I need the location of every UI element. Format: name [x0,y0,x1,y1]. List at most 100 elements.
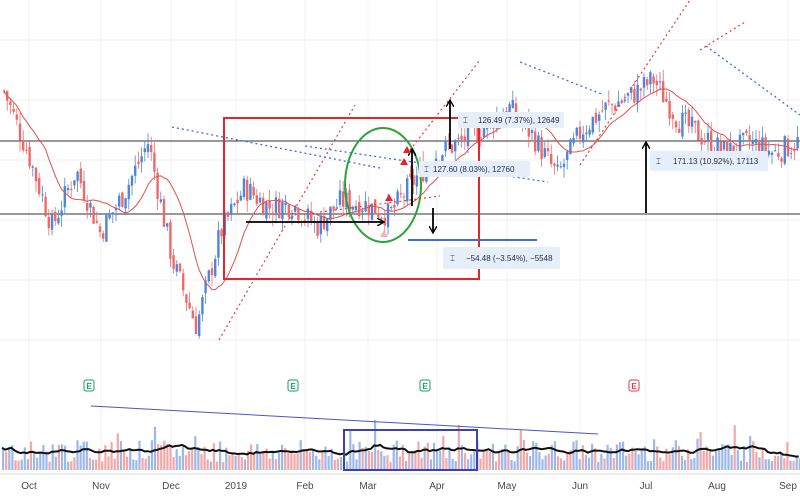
volume-bar [600,453,603,470]
candle-body [678,128,681,133]
volume-bar [584,455,587,470]
trendline-dotted-5[interactable] [319,195,441,213]
breakout-circle[interactable] [344,127,422,243]
trendline-blue-3[interactable] [519,61,605,96]
candle-body [111,212,114,215]
volume-bar [308,452,312,470]
candle-body [546,148,550,152]
candle-body [34,167,38,182]
candle-body [594,112,598,123]
candle-body [441,155,444,164]
volume-bar [48,461,51,470]
candle-body [566,151,569,161]
volume-bar [129,447,132,470]
volume-bar [219,441,222,470]
volume-bar [206,459,209,470]
candle-body [454,141,457,152]
volume-bar [715,451,718,470]
trendline-dotted-4[interactable] [699,21,746,51]
measure-icon: ⌶ [450,254,455,263]
volume-bar [547,453,550,470]
x-axis-ticks: Oct Nov Dec 2019 Feb Mar Apr May Jun Jul Aug Sep [21,481,797,492]
trendline-blue-2[interactable] [304,145,549,183]
candle-body [178,263,182,272]
volume-bar [240,457,243,470]
volume-bar [448,447,451,470]
earnings-marker[interactable] [419,379,431,392]
volume-bar [625,455,628,470]
candle-body [466,124,470,147]
volume-histogram [2,420,800,470]
volume-bar [209,461,212,470]
volume-bar [553,441,556,470]
candle-body [265,202,268,219]
volume-bar [330,448,333,470]
trendline-dotted-3[interactable] [579,0,691,166]
volume-bar [107,456,110,470]
volume-bar [88,457,91,470]
candle-body [511,100,514,108]
candle-body [591,116,594,133]
volume-bar [795,456,798,470]
trendline-blue-4[interactable] [705,45,800,116]
volume-bar [225,447,228,470]
measure-label-4[interactable]: ⌶ −54.48 (−3.54%), −5548 [443,247,560,269]
candle-body [207,270,210,282]
volume-bar [271,450,274,470]
volume-bar [166,443,169,470]
candle-body [82,180,86,200]
measure-label-3[interactable]: ⌶ 171.13 (10.92%), 17113 [650,151,768,171]
volume-bar [522,440,525,470]
candle-body [630,87,633,93]
volume-bar [569,450,572,470]
candle-body [655,80,658,86]
earnings-marker[interactable] [287,379,299,392]
volume-bar [516,446,519,470]
candlestick-series [2,69,799,339]
volume-bar [29,441,33,470]
candle-body [626,93,630,96]
trendline-blue-1[interactable] [171,126,381,169]
candle-body [214,258,217,277]
volume-bar [76,440,79,470]
volume-bar [594,448,597,470]
trendline-dotted-2[interactable] [409,59,481,151]
candle-body [706,132,710,141]
volume-bar [739,460,742,470]
volume-bar [324,446,327,470]
volume-bar [755,452,758,470]
candle-body [783,136,786,164]
volume-highlight-box[interactable] [343,429,478,471]
volume-bar [184,455,188,470]
volume-bar [746,461,749,470]
consolidation-box[interactable] [223,117,480,280]
candle-body [684,112,687,114]
candle-body [671,114,674,120]
volume-bar [60,444,64,470]
volume-bar [572,441,575,470]
measure-label-1[interactable]: ⌶ 127.60 (8.03%), 12760 [419,161,530,177]
volume-bar [153,426,157,470]
marker-up-2 [400,158,408,165]
volume-trendline[interactable] [90,405,599,435]
candle-body [457,137,460,139]
volume-bar [150,440,153,470]
earnings-marker[interactable] [628,379,640,392]
measure-icon: ⌶ [656,157,661,166]
earnings-marker[interactable] [83,379,95,392]
measure-label-2[interactable]: ⌶ 126.49 (7.37%), 12649 [458,112,564,128]
volume-bar [82,441,85,470]
volume-bar [507,451,510,470]
candle-body [242,178,246,197]
volume-bar [377,450,380,470]
volume-bar [690,459,693,470]
candle-body [191,310,194,319]
volume-bar [501,448,504,470]
volume-bar [389,461,392,470]
volume-bar [563,460,566,470]
candle-body [79,168,82,184]
volume-bar [541,459,544,470]
volume-bar [355,459,358,470]
volume-bar [256,443,259,470]
